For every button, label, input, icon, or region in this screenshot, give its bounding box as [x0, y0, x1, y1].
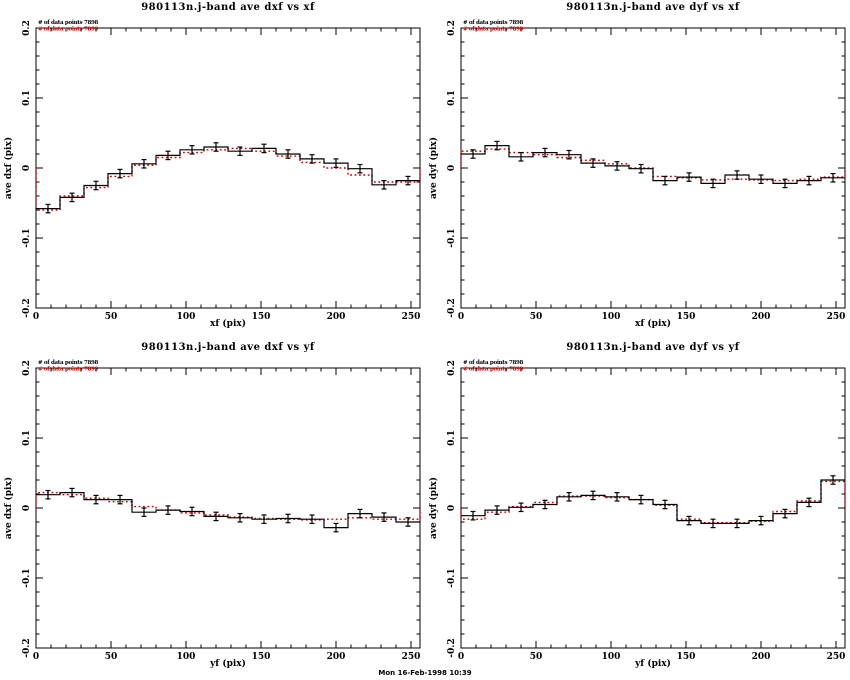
svg-text:100: 100	[602, 312, 621, 322]
svg-text:100: 100	[177, 652, 196, 662]
svg-text:100: 100	[602, 652, 621, 662]
svg-text:0.1: 0.1	[447, 90, 457, 106]
svg-text:# of data points 7899: # of data points 7899	[463, 367, 524, 373]
svg-text:50: 50	[530, 652, 543, 662]
svg-text:-0.1: -0.1	[22, 228, 32, 247]
svg-text:50: 50	[105, 312, 118, 322]
svg-text:0: 0	[33, 312, 39, 322]
svg-text:0: 0	[22, 165, 32, 171]
svg-text:0.2: 0.2	[447, 20, 457, 36]
svg-text:# of data points 7899: # of data points 7899	[38, 367, 99, 373]
svg-text:-0.1: -0.1	[447, 568, 457, 587]
svg-text:100: 100	[177, 312, 196, 322]
svg-text:# of data points 7898: # of data points 7898	[38, 360, 99, 366]
panel-ave-dxf-vs-yf: 980113n.j-band ave dxf vs yf ave dxf (pi…	[0, 340, 425, 680]
svg-text:-0.2: -0.2	[447, 638, 457, 657]
svg-text:150: 150	[677, 652, 696, 662]
panel-title: 980113n.j-band ave dyf vs xf	[566, 2, 740, 13]
svg-text:200: 200	[327, 312, 346, 322]
svg-text:-0.2: -0.2	[447, 298, 457, 317]
svg-text:0.1: 0.1	[447, 430, 457, 446]
panel-ave-dxf-vs-xf: 980113n.j-band ave dxf vs xf ave dxf (pi…	[0, 0, 425, 340]
svg-text:50: 50	[105, 652, 118, 662]
svg-text:# of data points 7899: # of data points 7899	[463, 27, 524, 33]
svg-text:250: 250	[827, 312, 846, 322]
svg-text:0.2: 0.2	[22, 20, 32, 36]
svg-text:150: 150	[252, 312, 271, 322]
svg-text:# of data points 7898: # of data points 7898	[463, 20, 524, 26]
svg-text:50: 50	[530, 312, 543, 322]
svg-text:150: 150	[252, 652, 271, 662]
svg-text:250: 250	[402, 312, 421, 322]
svg-text:# of data points 7898: # of data points 7898	[38, 20, 99, 26]
svg-text:-0.1: -0.1	[22, 568, 32, 587]
svg-text:200: 200	[752, 312, 771, 322]
plot-area-dxf-vs-yf: 0 50 100 150 200 250 -0.2 -0.1 0 0.1 0.2 # of data …	[22, 360, 421, 662]
plot-area-dxf-vs-xf: 0 50 100 150 200 250 -0.2 -0.1 0 0.1 0.2 # of data …	[22, 20, 421, 322]
panel-title: 980113n.j-band ave dxf vs xf	[141, 2, 315, 13]
x-axis-label: xf (pix)	[210, 319, 246, 329]
svg-text:0.1: 0.1	[22, 90, 32, 106]
svg-text:0: 0	[447, 165, 457, 171]
panel-ave-dyf-vs-yf: 980113n.j-band ave dyf vs yf ave dyf (pi…	[425, 340, 850, 680]
x-axis-label: xf (pix)	[635, 319, 671, 329]
panel-title: 980113n.j-band ave dyf vs yf	[566, 342, 740, 353]
svg-text:150: 150	[677, 312, 696, 322]
svg-text:# of data points 7898: # of data points 7898	[463, 360, 524, 366]
svg-text:0: 0	[22, 505, 32, 511]
svg-text:0: 0	[33, 652, 39, 662]
svg-text:200: 200	[327, 652, 346, 662]
svg-text:250: 250	[827, 652, 846, 662]
svg-text:-0.2: -0.2	[22, 298, 32, 317]
svg-text:250: 250	[402, 652, 421, 662]
svg-text:-0.2: -0.2	[22, 638, 32, 657]
svg-text:-0.1: -0.1	[447, 228, 457, 247]
panel-title: 980113n.j-band ave dxf vs yf	[141, 342, 315, 353]
plot-area-dyf-vs-yf: 0 50 100 150 200 250 -0.2 -0.1 0 0.1 0.2 # of data …	[447, 360, 846, 662]
plot-timestamp: Mon 16-Feb-1998 10:39	[378, 669, 472, 677]
svg-text:0: 0	[458, 312, 464, 322]
svg-text:# of data points 7899: # of data points 7899	[38, 27, 99, 33]
x-axis-label: yf (pix)	[635, 659, 671, 669]
svg-text:0: 0	[447, 505, 457, 511]
x-axis-label: yf (pix)	[210, 659, 246, 669]
svg-text:200: 200	[752, 652, 771, 662]
svg-text:0: 0	[458, 652, 464, 662]
panel-ave-dyf-vs-xf: 980113n.j-band ave dyf vs xf ave dyf (pi…	[425, 0, 850, 340]
svg-text:0.2: 0.2	[447, 360, 457, 376]
plot-area-dyf-vs-xf: 0 50 100 150 200 250 -0.2 -0.1 0 0.1 0.2 # of data …	[447, 20, 846, 322]
svg-text:0.2: 0.2	[22, 360, 32, 376]
svg-text:0.1: 0.1	[22, 430, 32, 446]
